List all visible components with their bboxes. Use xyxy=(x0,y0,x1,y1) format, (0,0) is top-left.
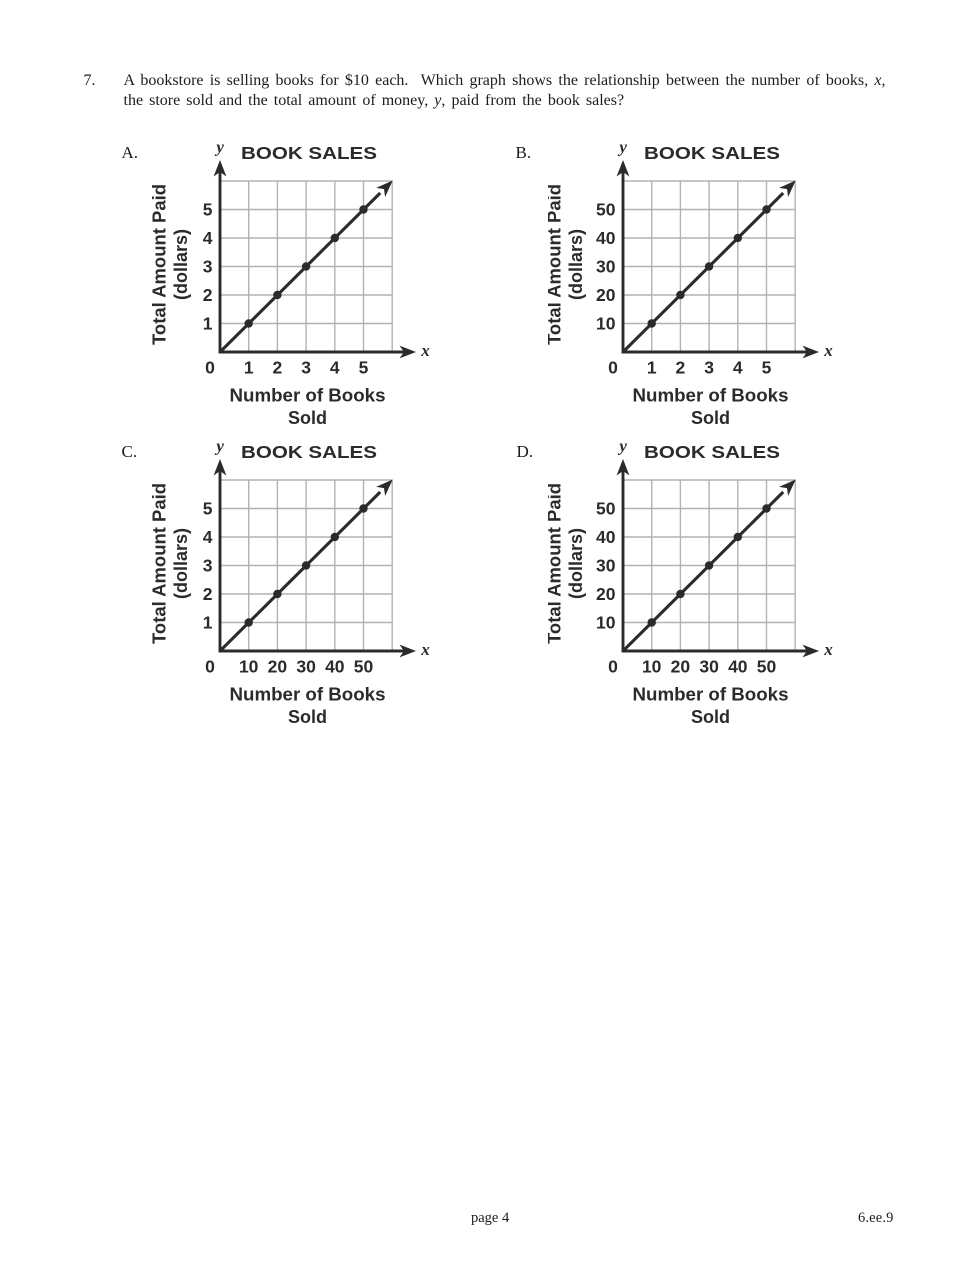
svg-text:Number of Books: Number of Books xyxy=(230,684,386,704)
svg-text:3: 3 xyxy=(203,555,213,575)
svg-text:Total Amount Paid: Total Amount Paid xyxy=(150,184,170,345)
svg-text:20: 20 xyxy=(596,285,616,305)
svg-text:Number of Books: Number of Books xyxy=(632,684,788,704)
svg-text:0: 0 xyxy=(608,656,618,676)
svg-text:4: 4 xyxy=(732,357,742,377)
svg-text:Total Amount Paid: Total Amount Paid xyxy=(548,184,565,345)
svg-text:30: 30 xyxy=(699,656,719,676)
svg-text:Total Amount Paid: Total Amount Paid xyxy=(548,483,565,644)
svg-text:3: 3 xyxy=(301,357,311,377)
svg-text:Number of Books: Number of Books xyxy=(230,385,386,405)
svg-text:30: 30 xyxy=(596,256,616,276)
svg-text:3: 3 xyxy=(704,357,714,377)
svg-text:2: 2 xyxy=(203,285,213,305)
svg-text:(dollars): (dollars) xyxy=(171,528,191,599)
svg-text:0: 0 xyxy=(205,656,215,676)
svg-text:y: y xyxy=(214,439,224,456)
svg-text:1: 1 xyxy=(646,357,656,377)
svg-text:40: 40 xyxy=(325,656,345,676)
svg-text:40: 40 xyxy=(728,656,748,676)
svg-text:5: 5 xyxy=(203,498,213,518)
svg-text:2: 2 xyxy=(273,357,283,377)
svg-text:Number of Books: Number of Books xyxy=(632,385,788,405)
svg-text:1: 1 xyxy=(203,313,213,333)
svg-text:1: 1 xyxy=(244,357,254,377)
svg-text:y: y xyxy=(214,140,224,157)
svg-text:50: 50 xyxy=(354,656,374,676)
svg-text:30: 30 xyxy=(296,656,316,676)
svg-text:2: 2 xyxy=(203,584,213,604)
svg-text:50: 50 xyxy=(596,498,616,518)
svg-text:50: 50 xyxy=(756,656,776,676)
svg-text:BOOK SALES: BOOK SALES xyxy=(241,442,377,462)
svg-text:4: 4 xyxy=(203,527,213,547)
svg-text:x: x xyxy=(823,340,833,359)
svg-text:4: 4 xyxy=(330,357,340,377)
svg-text:10: 10 xyxy=(596,612,616,632)
svg-text:40: 40 xyxy=(596,527,616,547)
svg-text:(dollars): (dollars) xyxy=(566,528,586,599)
svg-text:Sold: Sold xyxy=(288,407,327,427)
svg-text:10: 10 xyxy=(239,656,259,676)
svg-text:20: 20 xyxy=(268,656,288,676)
svg-text:BOOK SALES: BOOK SALES xyxy=(644,143,780,163)
svg-text:y: y xyxy=(617,439,627,456)
svg-text:5: 5 xyxy=(761,357,771,377)
svg-text:1: 1 xyxy=(203,612,213,632)
svg-text:x: x xyxy=(823,639,833,658)
svg-text:30: 30 xyxy=(596,555,616,575)
svg-text:x: x xyxy=(420,639,430,658)
svg-text:Sold: Sold xyxy=(288,706,327,726)
svg-text:20: 20 xyxy=(596,584,616,604)
svg-text:2: 2 xyxy=(675,357,685,377)
svg-text:50: 50 xyxy=(596,199,616,219)
svg-text:5: 5 xyxy=(203,199,213,219)
svg-text:(dollars): (dollars) xyxy=(171,229,191,300)
svg-text:y: y xyxy=(617,140,627,157)
svg-text:3: 3 xyxy=(203,256,213,276)
svg-text:20: 20 xyxy=(670,656,690,676)
svg-text:(dollars): (dollars) xyxy=(566,229,586,300)
svg-text:10: 10 xyxy=(641,656,661,676)
svg-text:4: 4 xyxy=(203,228,213,248)
svg-text:Sold: Sold xyxy=(691,706,730,726)
svg-text:5: 5 xyxy=(359,357,369,377)
svg-text:BOOK SALES: BOOK SALES xyxy=(241,143,377,163)
svg-text:BOOK SALES: BOOK SALES xyxy=(644,442,780,462)
svg-text:Sold: Sold xyxy=(691,407,730,427)
svg-text:Total Amount Paid: Total Amount Paid xyxy=(150,483,170,644)
svg-text:0: 0 xyxy=(608,357,618,377)
svg-text:x: x xyxy=(420,340,430,359)
svg-text:0: 0 xyxy=(205,357,215,377)
svg-text:10: 10 xyxy=(596,313,616,333)
svg-text:40: 40 xyxy=(596,228,616,248)
